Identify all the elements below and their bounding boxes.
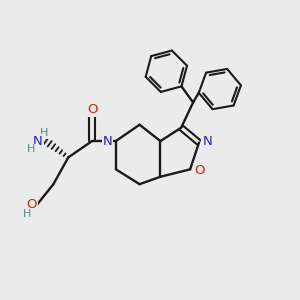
Text: H: H (27, 144, 35, 154)
Text: N: N (202, 136, 212, 148)
Text: H: H (22, 209, 31, 219)
Text: O: O (87, 103, 98, 116)
Text: H: H (40, 128, 49, 138)
Text: O: O (27, 199, 37, 212)
Text: N: N (103, 135, 112, 148)
Text: N: N (33, 135, 43, 148)
Text: O: O (194, 164, 204, 177)
